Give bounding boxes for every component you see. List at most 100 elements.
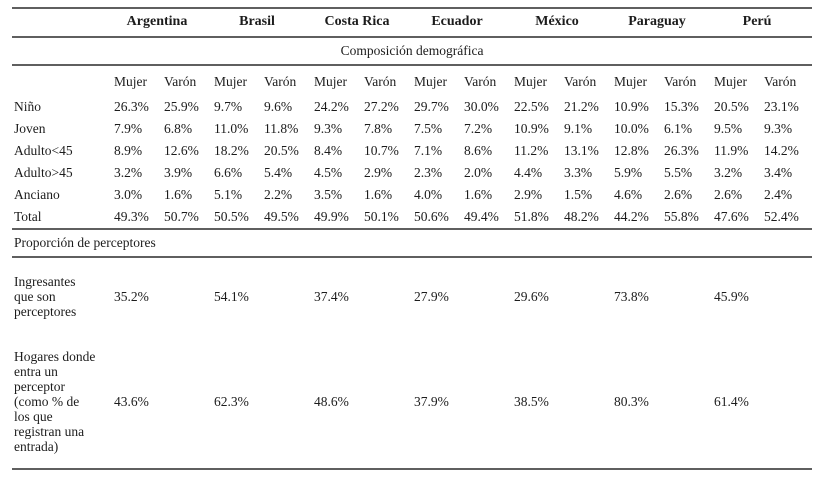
- value-cell: 9.7%: [214, 99, 243, 114]
- value-cell: 3.2%: [714, 165, 743, 180]
- value-cell: 7.8%: [364, 121, 393, 136]
- value-cell: 4.0%: [414, 187, 443, 202]
- value-cell: 3.9%: [164, 165, 193, 180]
- table-row-hogares: Hogares donde entra un perceptor (como %…: [12, 319, 813, 470]
- value-cell: 5.4%: [264, 165, 293, 180]
- perceptor-value-cell: 45.9%: [714, 289, 749, 304]
- demographics-table: Argentina Brasil Costa Rica Ecuador Méxi…: [12, 7, 813, 470]
- value-cell: 12.8%: [614, 143, 649, 158]
- value-cell: 50.7%: [162, 206, 213, 230]
- value-cell: 8.4%: [314, 143, 343, 158]
- country-header: Paraguay: [612, 8, 713, 38]
- value-cell: 9.1%: [564, 121, 593, 136]
- gender-header: Mujer: [714, 74, 748, 89]
- perceptor-value-cell: 37.4%: [314, 289, 349, 304]
- value-cell: 9.6%: [264, 99, 293, 114]
- country-header: Ecuador: [412, 8, 513, 38]
- country-header: Argentina: [112, 8, 213, 38]
- value-cell: 4.6%: [614, 187, 643, 202]
- value-cell: 8.6%: [464, 143, 493, 158]
- value-cell: 3.4%: [764, 165, 793, 180]
- value-cell: 2.9%: [364, 165, 393, 180]
- value-cell: 10.9%: [514, 121, 549, 136]
- value-cell: 11.9%: [714, 143, 749, 158]
- value-cell: 25.9%: [164, 99, 199, 114]
- gender-header: Varón: [664, 74, 697, 89]
- value-cell: 50.5%: [212, 206, 263, 230]
- gender-header-row: Mujer Varón Mujer Varón Mujer Varón Muje…: [12, 65, 812, 96]
- value-cell: 7.1%: [414, 143, 443, 158]
- value-cell: 29.7%: [414, 99, 449, 114]
- value-cell: 2.3%: [414, 165, 443, 180]
- value-cell: 2.9%: [514, 187, 543, 202]
- perceptor-value-cell: 37.9%: [412, 319, 513, 470]
- row-label: Joven: [14, 121, 46, 136]
- value-cell: 8.9%: [114, 143, 143, 158]
- value-cell: 12.6%: [164, 143, 199, 158]
- value-cell: 3.2%: [114, 165, 143, 180]
- country-header: Costa Rica: [312, 8, 413, 38]
- country-header: México: [512, 8, 613, 38]
- value-cell: 52.4%: [762, 206, 813, 230]
- value-cell: 23.1%: [764, 99, 799, 114]
- value-cell: 20.5%: [264, 143, 299, 158]
- value-cell: 50.1%: [362, 206, 413, 230]
- gender-header: Varón: [264, 74, 297, 89]
- row-label: Ingresantes que son perceptores: [14, 274, 77, 319]
- value-cell: 10.7%: [364, 143, 399, 158]
- value-cell: 4.4%: [514, 165, 543, 180]
- value-cell: 10.9%: [614, 99, 649, 114]
- value-cell: 49.5%: [262, 206, 313, 230]
- section-row-demografica: Composición demográfica: [12, 37, 813, 66]
- value-cell: 6.8%: [164, 121, 193, 136]
- table-row-anciano: Anciano 3.0% 1.6% 5.1% 2.2% 3.5% 1.6% 4.…: [12, 184, 812, 206]
- table-row-adulto-mayor-45: Adulto>45 3.2% 3.9% 6.6% 5.4% 4.5% 2.9% …: [12, 162, 812, 184]
- value-cell: 50.6%: [412, 206, 463, 230]
- row-label: Niño: [14, 99, 41, 114]
- row-label: Hogares donde entra un perceptor (como %…: [12, 319, 112, 470]
- gender-header: Mujer: [114, 74, 147, 89]
- perceptor-value-cell: 73.8%: [614, 289, 649, 304]
- value-cell: 30.0%: [464, 99, 499, 114]
- gender-header: Mujer: [314, 74, 348, 89]
- value-cell: 14.2%: [764, 143, 799, 158]
- perceptor-value-cell: 27.9%: [414, 289, 449, 304]
- table-row-joven: Joven 7.9% 6.8% 11.0% 11.8% 9.3% 7.8% 7.…: [12, 118, 812, 140]
- value-cell: 49.9%: [312, 206, 363, 230]
- value-cell: 7.9%: [114, 121, 143, 136]
- perceptor-value-cell: 38.5%: [512, 319, 613, 470]
- value-cell: 2.6%: [714, 187, 743, 202]
- value-cell: 7.2%: [464, 121, 493, 136]
- value-cell: 47.6%: [712, 206, 763, 230]
- value-cell: 44.2%: [612, 206, 663, 230]
- perceptor-value-cell: 62.3%: [212, 319, 313, 470]
- perceptor-value-cell: 43.6%: [112, 319, 213, 470]
- gender-header: Varón: [564, 74, 597, 89]
- value-cell: 13.1%: [564, 143, 599, 158]
- row-label: Total: [12, 206, 112, 230]
- value-cell: 2.0%: [464, 165, 493, 180]
- value-cell: 2.2%: [264, 187, 293, 202]
- value-cell: 9.3%: [764, 121, 793, 136]
- page: Argentina Brasil Costa Rica Ecuador Méxi…: [12, 7, 813, 470]
- value-cell: 5.5%: [664, 165, 693, 180]
- table-row-nino: Niño 26.3% 25.9% 9.7% 9.6% 24.2% 27.2% 2…: [12, 96, 812, 118]
- gender-header: Mujer: [514, 74, 548, 89]
- value-cell: 26.3%: [114, 99, 149, 114]
- value-cell: 48.2%: [562, 206, 613, 230]
- value-cell: 1.6%: [164, 187, 193, 202]
- country-header: Brasil: [212, 8, 313, 38]
- value-cell: 10.0%: [614, 121, 649, 136]
- value-cell: 2.6%: [664, 187, 693, 202]
- value-cell: 7.5%: [414, 121, 443, 136]
- gender-header: Varón: [164, 74, 197, 89]
- perceptor-value-cell: 54.1%: [214, 289, 249, 304]
- table-row-total: Total 49.3% 50.7% 50.5% 49.5% 49.9% 50.1…: [12, 206, 813, 230]
- row-label: Adulto<45: [14, 143, 73, 158]
- gender-header: Varón: [764, 74, 797, 89]
- value-cell: 11.2%: [514, 143, 549, 158]
- value-cell: 11.0%: [214, 121, 249, 136]
- value-cell: 22.5%: [514, 99, 549, 114]
- value-cell: 6.6%: [214, 165, 243, 180]
- value-cell: 18.2%: [214, 143, 249, 158]
